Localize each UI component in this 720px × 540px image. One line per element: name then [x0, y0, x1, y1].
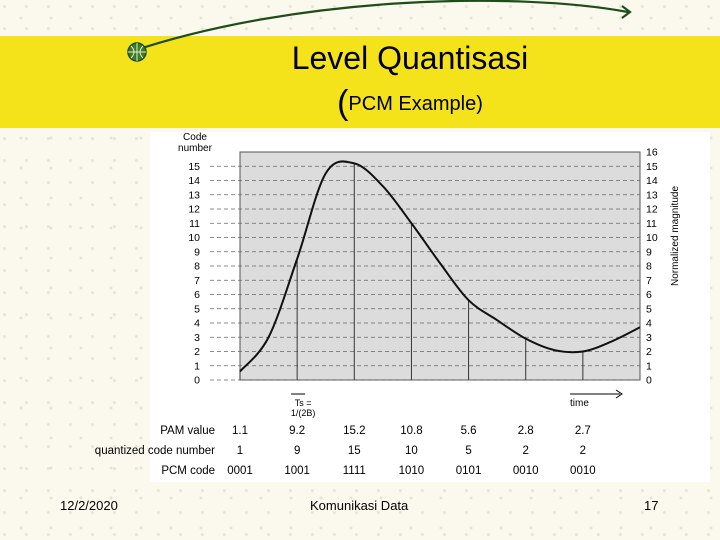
x-axis-title: time	[570, 398, 589, 409]
left-tick-label: 15	[188, 161, 200, 173]
table-cell: 0010	[513, 465, 539, 477]
table-cell: 10.8	[400, 425, 422, 437]
right-axis-title: Normalized magnitude	[670, 186, 681, 286]
right-tick-label: 0	[646, 375, 652, 387]
left-tick-label: 3	[194, 332, 200, 344]
page-title: Level Quantisasi	[291, 40, 529, 76]
left-tick-label: 5	[194, 303, 200, 315]
table-row-label: PAM value	[160, 425, 215, 437]
table-cell: 1010	[399, 465, 425, 477]
globe-icon	[127, 42, 147, 62]
plot-area	[239, 151, 641, 381]
table-cell: 2.8	[518, 425, 534, 437]
table-cell: 1.1	[232, 425, 248, 437]
left-tick-label: 1	[194, 360, 200, 372]
table-cell: 0101	[456, 465, 482, 477]
ts-label-line1: Ts =	[295, 398, 312, 408]
table-cell: 2.7	[575, 425, 591, 437]
left-tick-label: 11	[189, 218, 200, 230]
table-row-label: quantized code number	[95, 445, 215, 457]
page-number: 17	[644, 498, 659, 513]
table-cell: 1	[237, 445, 243, 457]
right-tick-label: 13	[646, 189, 658, 201]
left-tick-label: 4	[194, 318, 200, 330]
left-tick-label: 2	[194, 346, 200, 358]
table-cell: 1111	[343, 465, 366, 477]
table-cell: 5	[465, 445, 471, 457]
right-tick-label: 2	[646, 346, 652, 358]
footer-date: 12/2/2020	[60, 498, 118, 513]
table-cell: 1001	[284, 465, 310, 477]
left-tick-label: 13	[188, 189, 200, 201]
table-cell: 0010	[570, 465, 596, 477]
right-tick-label: 7	[646, 275, 652, 287]
right-tick-label: 16	[646, 147, 658, 159]
left-tick-label: 14	[188, 175, 200, 187]
left-tick-label: 12	[188, 204, 200, 216]
left-tick-label: 6	[194, 289, 200, 301]
right-tick-label: 4	[646, 318, 652, 330]
right-tick-label: 8	[646, 261, 652, 273]
right-tick-label: 3	[646, 332, 652, 344]
left-axis-title-line2: number	[178, 143, 213, 154]
right-tick-label: 1	[646, 360, 652, 372]
table-cell: 2	[580, 445, 586, 457]
table-cell: 9	[294, 445, 300, 457]
right-tick-label: 9	[646, 246, 652, 258]
pcm-figure: 15 14 13 12 11 10 9 8 7 6 5 4 3 2 1 0 16 15 14 13 12 11 10 9 8 7 6…	[150, 132, 710, 482]
ts-label-line2: 1/(2B)	[291, 408, 316, 418]
table-cell: 10	[405, 445, 418, 457]
subtitle-paren: (	[337, 84, 349, 122]
right-tick-label: 5	[646, 303, 652, 315]
table-row-label: PCM code	[161, 465, 215, 477]
right-tick-label: 10	[646, 232, 658, 244]
signal-curve	[239, 160, 641, 373]
table-cell: 2	[523, 445, 529, 457]
table-cell: 5.6	[461, 425, 477, 437]
left-axis-title-line1: Code	[183, 132, 207, 143]
left-tick-label: 9	[194, 246, 200, 258]
left-tick-label: 8	[194, 261, 200, 273]
footer-title: Komunikasi Data	[310, 498, 409, 513]
time-arrowhead	[615, 389, 623, 399]
right-tick-label: 6	[646, 289, 652, 301]
right-tick-label: 14	[646, 175, 658, 187]
right-tick-label: 12	[646, 204, 658, 216]
table-cell: 0001	[227, 465, 253, 477]
subtitle-text: PCM Example)	[348, 93, 483, 115]
pcm-table: PAM value 1.1 9.2 15.2 10.8 5.6 2.8 2.7 quantize…	[95, 425, 596, 477]
title-decoration	[127, 0, 632, 62]
right-tick-label: 15	[646, 161, 658, 173]
right-tick-label: 11	[646, 218, 657, 230]
left-tick-label: 10	[188, 232, 200, 244]
table-cell: 15.2	[343, 425, 365, 437]
pcm-chart: 1514131211109876543210161514131211109876…	[178, 132, 681, 418]
page-subtitle: (PCM Example)	[200, 84, 620, 123]
table-cell: 9.2	[289, 425, 305, 437]
title-band	[0, 36, 720, 128]
left-tick-label: 7	[194, 275, 200, 287]
table-cell: 15	[348, 445, 361, 457]
left-tick-label: 0	[194, 375, 200, 387]
swoosh-decoration	[129, 0, 629, 54]
